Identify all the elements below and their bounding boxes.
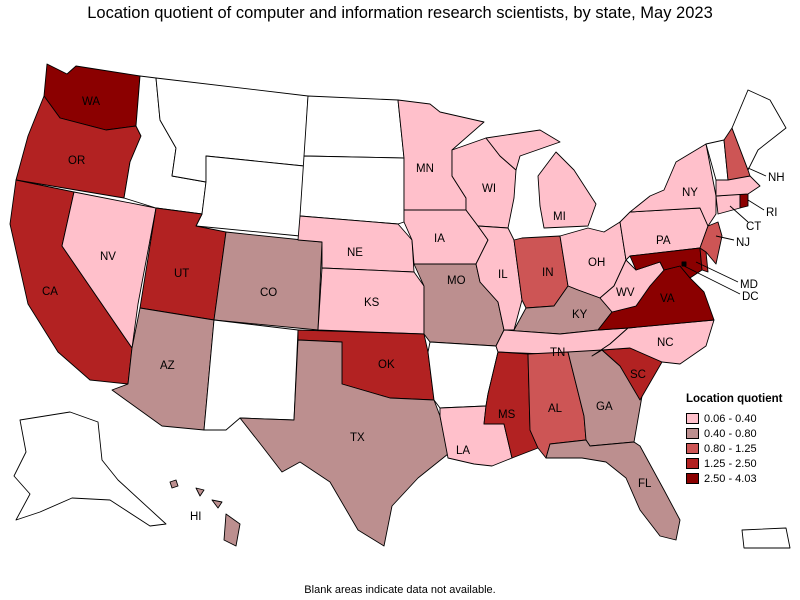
state-label-WI: WI — [482, 183, 496, 195]
legend-swatch — [686, 473, 699, 484]
state-label-KS: KS — [364, 297, 380, 309]
state-FL[interactable] — [545, 439, 681, 541]
state-label-CA: CA — [42, 286, 58, 298]
state-label-RI: RI — [766, 207, 778, 219]
state-NM[interactable] — [203, 319, 299, 431]
state-NH[interactable] — [723, 127, 751, 181]
state-label-TX: TX — [350, 432, 365, 444]
state-NJ[interactable] — [699, 221, 723, 265]
state-CO[interactable] — [213, 231, 323, 331]
state-label-IA: IA — [434, 233, 445, 245]
leader-NH — [747, 167, 767, 177]
state-label-FL: FL — [638, 478, 652, 490]
state-label-MD: MD — [740, 279, 758, 291]
legend-swatch — [686, 413, 699, 424]
legend-label: 0.40 - 0.80 — [704, 427, 757, 440]
state-label-CO: CO — [260, 287, 277, 299]
state-label-KY: KY — [572, 309, 588, 321]
legend: Location quotient 0.06 - 0.40 0.40 - 0.8… — [686, 393, 798, 486]
leader-NJ — [715, 235, 735, 241]
legend-item: 2.50 - 4.03 — [686, 471, 798, 486]
state-label-NJ: NJ — [736, 237, 750, 249]
legend-swatch — [686, 443, 699, 454]
state-label-NE: NE — [347, 247, 363, 259]
legend-label: 0.80 - 1.25 — [704, 442, 757, 455]
leader-RI — [747, 199, 765, 211]
state-MI[interactable] — [485, 129, 597, 229]
state-label-PA: PA — [656, 235, 671, 247]
legend-item: 0.80 - 1.25 — [686, 441, 798, 456]
state-label-MS: MS — [498, 409, 516, 421]
legend-title: Location quotient — [686, 393, 783, 405]
leader-DC — [683, 265, 741, 295]
legend-label: 0.06 - 0.40 — [704, 412, 757, 425]
state-label-NH: NH — [768, 172, 785, 184]
state-label-MN: MN — [416, 163, 434, 175]
state-NY[interactable] — [629, 143, 717, 227]
legend-item: 0.40 - 0.80 — [686, 426, 798, 441]
state-NV[interactable] — [61, 191, 157, 349]
legend-item: 1.25 - 2.50 — [686, 456, 798, 471]
state-PR[interactable] — [741, 527, 791, 549]
state-AK[interactable] — [13, 411, 167, 527]
state-label-DC: DC — [742, 291, 759, 303]
state-HI[interactable] — [169, 479, 241, 547]
state-label-NY: NY — [682, 187, 698, 199]
leader-MD — [695, 261, 739, 283]
state-label-WV: WV — [616, 287, 635, 299]
state-label-IL: IL — [498, 269, 508, 281]
state-label-SC: SC — [630, 369, 646, 381]
state-label-NV: NV — [100, 251, 116, 263]
state-WV[interactable] — [599, 259, 665, 313]
map-title: Location quotient of computer and inform… — [87, 4, 713, 22]
state-ND[interactable] — [303, 95, 405, 159]
state-label-AZ: AZ — [160, 360, 175, 372]
state-label-VA: VA — [660, 293, 675, 305]
legend-label: 1.25 - 2.50 — [704, 457, 757, 470]
state-CT[interactable] — [715, 193, 741, 215]
state-NC[interactable] — [591, 319, 715, 365]
state-label-OK: OK — [378, 359, 395, 371]
state-ME[interactable] — [731, 89, 787, 171]
state-SD[interactable] — [299, 155, 405, 225]
state-label-UT: UT — [174, 268, 189, 280]
legend-item: 0.06 - 0.40 — [686, 411, 798, 426]
dc-marker — [681, 261, 687, 267]
state-label-OH: OH — [588, 257, 605, 269]
state-WY[interactable] — [195, 155, 305, 237]
legend-swatch — [686, 428, 699, 439]
state-TX[interactable] — [239, 339, 449, 547]
state-label-AL: AL — [548, 403, 563, 415]
state-label-GA: GA — [596, 401, 613, 413]
state-label-LA: LA — [456, 445, 470, 457]
state-label-CT: CT — [746, 221, 761, 233]
legend-swatch — [686, 458, 699, 469]
footnote: Blank areas indicate data not available. — [304, 584, 496, 596]
state-label-NC: NC — [657, 337, 674, 349]
state-label-TN: TN — [550, 347, 565, 359]
state-label-HI: HI — [190, 511, 202, 523]
state-label-MI: MI — [553, 211, 566, 223]
legend-label: 2.50 - 4.03 — [704, 472, 757, 485]
state-label-WA: WA — [82, 96, 100, 108]
leader-CT — [729, 205, 749, 223]
state-label-MO: MO — [447, 275, 466, 287]
state-RI[interactable] — [739, 193, 749, 209]
state-label-IN: IN — [542, 267, 554, 279]
state-label-OR: OR — [68, 155, 85, 167]
